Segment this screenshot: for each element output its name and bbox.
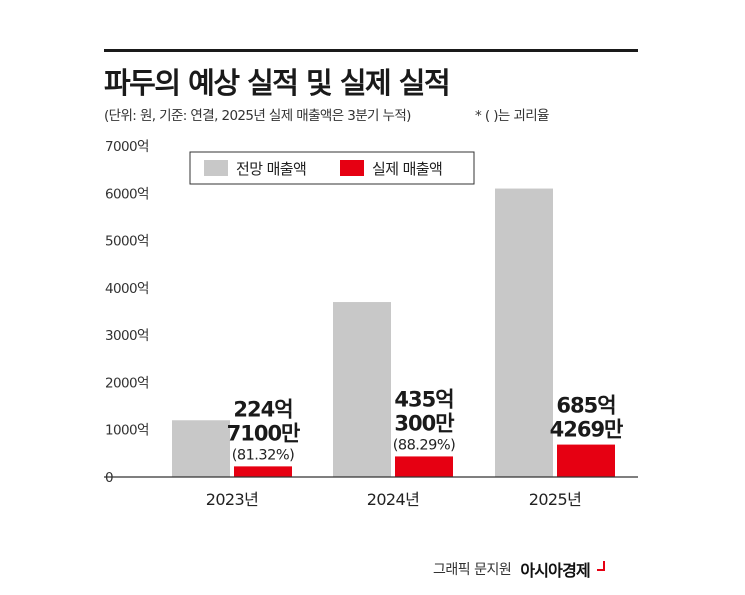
data-label-ratio: (81.32%) — [232, 447, 295, 463]
data-label-ratio: (88.29%) — [393, 437, 456, 453]
data-label: 4269만 — [550, 418, 623, 442]
forecast-bar — [333, 302, 391, 477]
x-tick-label: 2024년 — [367, 490, 419, 509]
y-tick-label: 2000억 — [105, 375, 149, 391]
x-tick-label: 2025년 — [529, 490, 581, 509]
y-tick-label: 0 — [105, 470, 113, 486]
ratio-note: * ( )는 괴리율 — [475, 108, 549, 124]
brand-mark-icon — [597, 561, 606, 571]
data-label: 7100만 — [227, 421, 300, 445]
y-tick-label: 4000억 — [105, 281, 149, 297]
legend-label-actual: 실제 매출액 — [372, 160, 442, 178]
credit-text: 그래픽 문지원 — [433, 562, 512, 578]
data-label: 224억 — [233, 397, 292, 421]
x-tick-label: 2023년 — [206, 490, 258, 509]
y-tick-label: 7000억 — [105, 139, 149, 155]
y-tick-label: 6000억 — [105, 186, 149, 202]
legend-label-forecast: 전망 매출액 — [236, 160, 306, 178]
chart-subtitle: (단위: 원, 기준: 연결, 2025년 실제 매출액은 3분기 누적) — [104, 108, 411, 124]
data-label: 300만 — [394, 411, 454, 435]
actual-bar — [395, 456, 453, 477]
data-label: 435억 — [394, 387, 453, 411]
credit-brand: 아시아경제 — [520, 561, 590, 580]
legend-swatch-actual — [340, 160, 364, 176]
legend-box — [189, 151, 475, 185]
y-tick-label: 1000억 — [105, 423, 149, 439]
top-rule — [104, 49, 638, 52]
forecast-bar — [172, 420, 230, 477]
credit: 그래픽 문지원 아시아경제 — [433, 557, 606, 581]
chart-title: 파두의 예상 실적 및 실제 실적 — [104, 66, 451, 100]
y-tick-label: 3000억 — [105, 328, 149, 344]
forecast-bar — [495, 188, 553, 478]
legend-swatch-forecast — [204, 160, 228, 176]
actual-bar — [557, 444, 615, 477]
data-label: 685억 — [556, 394, 615, 418]
actual-bar — [234, 466, 292, 477]
y-tick-label: 5000억 — [105, 234, 149, 250]
